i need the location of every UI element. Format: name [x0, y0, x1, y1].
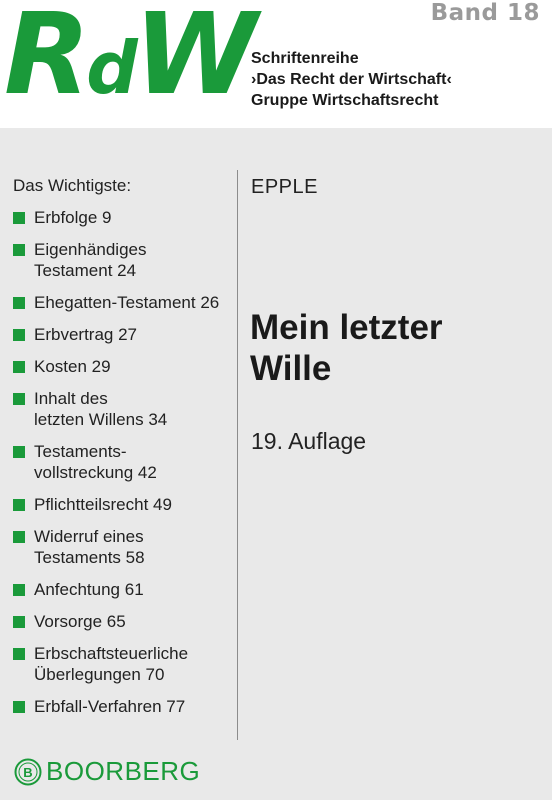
bullet-square-icon	[13, 616, 25, 628]
toc-item-text: Eigenhändiges	[34, 240, 147, 259]
book-title-line: Mein letzter	[250, 308, 443, 347]
column-divider	[237, 170, 238, 740]
series-info: Schriftenreihe ›Das Recht der Wirtschaft…	[251, 48, 452, 111]
cover-header: RdW Band 18 Schriftenreihe ›Das Recht de…	[0, 0, 552, 128]
toc-item-text: Erbvertrag 27	[34, 325, 137, 344]
publisher-name: BOORBERG	[46, 756, 201, 786]
band-number: Band 18	[430, 0, 540, 26]
logo-letter-r: R	[4, 0, 90, 120]
bullet-square-icon	[13, 393, 25, 405]
toc-item-text: Ehegatten-Testament 26	[34, 293, 220, 312]
bullet-square-icon	[13, 212, 25, 224]
bullet-square-icon	[13, 297, 25, 309]
bullet-square-icon	[13, 329, 25, 341]
toc-item-text: Überlegungen 70	[34, 665, 165, 684]
bullet-square-icon	[13, 648, 25, 660]
cover-body	[0, 128, 552, 800]
toc-item-text: Widerruf eines	[34, 527, 144, 546]
toc-item-text: Testament 24	[34, 261, 137, 280]
toc-item-text: Erbschaftsteuerliche	[34, 644, 189, 663]
bullet-square-icon	[13, 244, 25, 256]
logo-letter-w: W	[133, 0, 258, 120]
series-line: ›Das Recht der Wirtschaft‹	[251, 71, 452, 88]
bullet-square-icon	[13, 531, 25, 543]
toc-item-text: Testaments 58	[34, 548, 145, 567]
book-title: Mein letzter Wille	[250, 307, 443, 389]
bullet-square-icon	[13, 446, 25, 458]
bullet-square-icon	[13, 584, 25, 596]
seal-letter: B	[23, 765, 32, 780]
series-line: Schriftenreihe	[251, 50, 359, 67]
toc-item-text: Vorsorge 65	[34, 612, 126, 631]
author-name: EPPLE	[251, 176, 318, 198]
boorberg-seal-icon: B	[14, 758, 42, 786]
toc-item-text: Pflichtteilsrecht 49	[34, 495, 172, 514]
logo-letter-d: d	[86, 26, 138, 110]
toc-title: Das Wichtigste:	[13, 176, 132, 195]
toc-item-text: Inhalt des	[34, 389, 108, 408]
bullet-square-icon	[13, 361, 25, 373]
rdw-logo: RdW	[4, 0, 258, 120]
bullet-square-icon	[13, 499, 25, 511]
toc-item-text: vollstreckung 42	[34, 463, 157, 482]
toc-item-text: Anfechtung 61	[34, 580, 144, 599]
toc-item-text: Erbfolge 9	[34, 208, 112, 227]
toc-item-text: letzten Willens 34	[34, 410, 168, 429]
toc-item-text: Testaments-	[34, 442, 127, 461]
edition-label: 19. Auflage	[251, 428, 367, 454]
toc-item-text: Erbfall-Verfahren 77	[34, 697, 186, 716]
series-line: Gruppe Wirtschaftsrecht	[251, 92, 439, 109]
bullet-square-icon	[13, 701, 25, 713]
toc-item-text: Kosten 29	[34, 357, 111, 376]
book-title-line: Wille	[250, 349, 332, 388]
